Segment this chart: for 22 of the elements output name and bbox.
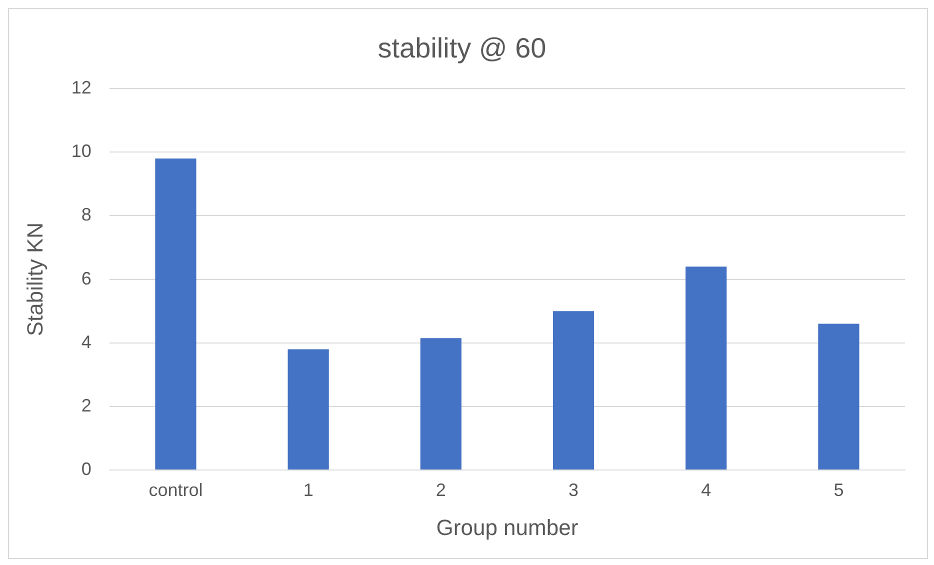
bar — [420, 338, 462, 470]
y-tick-label: 0 — [81, 458, 92, 479]
y-tick-label: 8 — [81, 204, 92, 225]
y-axis-title: Stability KN — [22, 222, 48, 336]
bar — [686, 266, 727, 470]
x-tick-label: 3 — [568, 480, 579, 500]
x-tick-label: 1 — [303, 480, 314, 500]
y-tick-label: 4 — [81, 332, 92, 352]
bar — [818, 324, 860, 470]
y-tick-label: 6 — [81, 268, 92, 288]
chart-title: stability @ 60 — [378, 32, 546, 64]
bar — [552, 311, 594, 470]
x-tick-label: 4 — [701, 480, 712, 500]
x-tick-label: control — [148, 480, 203, 500]
x-tick-label: 5 — [834, 480, 844, 500]
x-axis-title: Group number — [436, 514, 578, 540]
y-tick-label: 2 — [81, 395, 92, 416]
bar — [288, 349, 329, 470]
y-tick-label: 12 — [71, 78, 92, 98]
x-tick-label: 2 — [436, 480, 446, 500]
y-tick-label: 10 — [71, 141, 92, 162]
bar — [155, 158, 196, 470]
